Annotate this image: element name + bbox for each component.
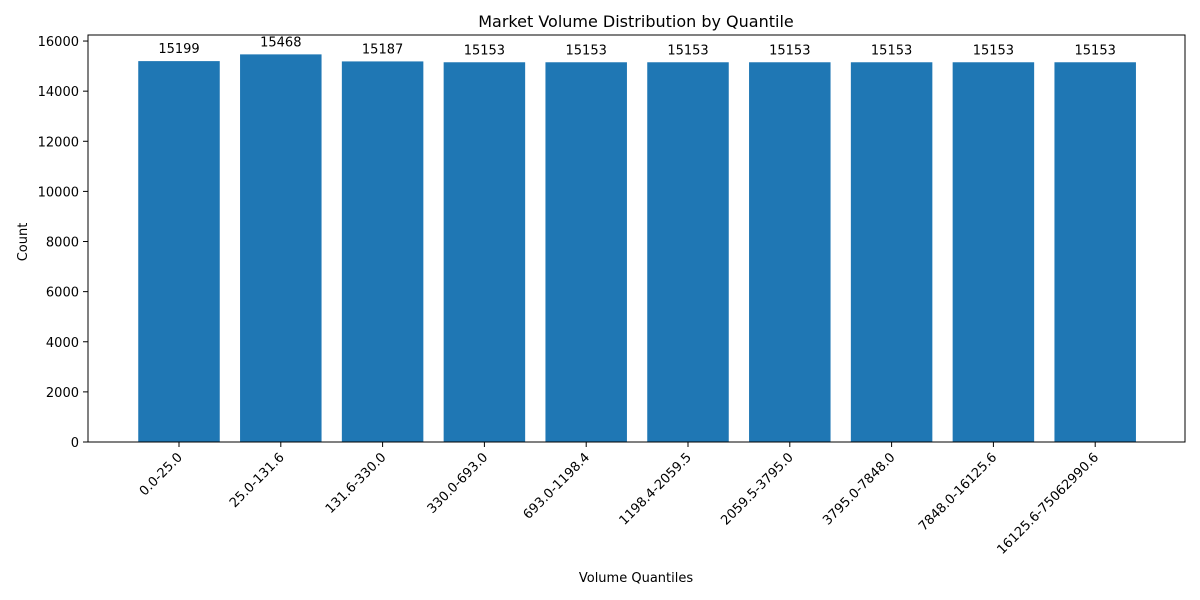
y-tick-label: 8000 bbox=[46, 236, 79, 251]
y-tick-label: 0 bbox=[71, 436, 79, 451]
bar bbox=[545, 62, 627, 442]
chart-title: Market Volume Distribution by Quantile bbox=[478, 12, 794, 31]
y-tick-label: 2000 bbox=[46, 386, 79, 401]
y-tick-label: 10000 bbox=[38, 185, 79, 200]
bar bbox=[647, 62, 729, 442]
bar bbox=[240, 54, 322, 443]
y-tick-label: 12000 bbox=[38, 135, 79, 150]
y-axis: 0 2000 4000 6000 8000 10000 12000 14000 16000 bbox=[38, 35, 88, 451]
x-axis-label: Volume Quantiles bbox=[579, 571, 693, 586]
bars-layer bbox=[138, 54, 1136, 443]
data-label: 15468 bbox=[260, 35, 301, 50]
bar bbox=[443, 62, 526, 442]
y-axis-label: Count bbox=[16, 223, 31, 262]
bar bbox=[341, 61, 424, 443]
data-label: 15153 bbox=[667, 43, 708, 58]
data-label: 15153 bbox=[769, 43, 810, 58]
data-label: 15153 bbox=[871, 43, 912, 58]
bar bbox=[138, 61, 220, 443]
data-label: 15153 bbox=[973, 43, 1014, 58]
data-label: 15199 bbox=[158, 42, 199, 57]
bar bbox=[850, 62, 933, 442]
data-label: 15153 bbox=[464, 43, 505, 58]
bar bbox=[1054, 62, 1136, 442]
data-label: 15153 bbox=[1075, 43, 1116, 58]
data-label: 15187 bbox=[362, 42, 403, 57]
plot-frame bbox=[87, 34, 1186, 443]
bar bbox=[952, 62, 1035, 442]
bar bbox=[749, 62, 831, 442]
y-tick-label: 16000 bbox=[38, 35, 79, 50]
y-tick-label: 14000 bbox=[38, 85, 79, 100]
y-tick-label: 6000 bbox=[46, 286, 79, 301]
data-labels-layer: 15199 15468 15187 15153 15153 15153 15153 15153… bbox=[158, 35, 1116, 58]
data-label: 15153 bbox=[566, 43, 607, 58]
y-tick-label: 4000 bbox=[46, 336, 79, 351]
